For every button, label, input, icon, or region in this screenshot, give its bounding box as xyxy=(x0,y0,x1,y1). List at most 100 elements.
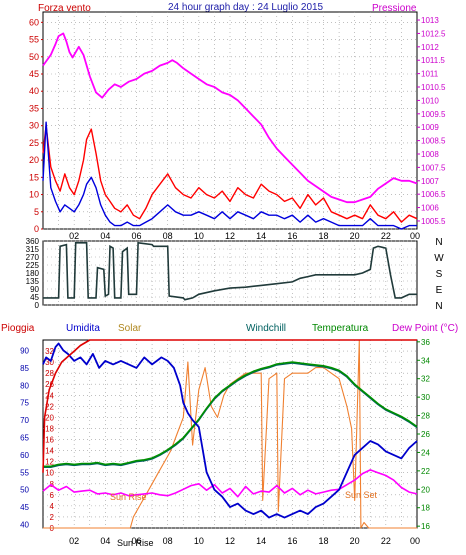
direction-tick-label: 270 xyxy=(26,253,40,262)
direction-line xyxy=(43,241,417,301)
environment-series xyxy=(42,339,418,529)
humidity-tick-label: 55 xyxy=(20,468,29,477)
wind-x-tick-label: 18 xyxy=(318,231,328,241)
wind-tick-label: 10 xyxy=(29,190,39,200)
humidity-tick-label: 70 xyxy=(20,416,29,425)
legend-rain: Pioggia xyxy=(1,323,35,334)
humidity-tick-label: 90 xyxy=(20,346,29,355)
environment-x-tick-label: 06 xyxy=(131,536,141,546)
environment-x-tick-label: 22 xyxy=(381,536,391,546)
legend-solar: Solar xyxy=(118,323,142,334)
rain-tick-label: 32 xyxy=(45,347,54,356)
legend-dewpoint: Dew Point (°C) xyxy=(392,323,458,334)
direction-tick-label: 90 xyxy=(30,285,39,294)
humidity-tick-label: 60 xyxy=(20,451,29,460)
wind-x-axis: 02 04 06 08 10 12 14 16 18 20 22 00 xyxy=(69,231,420,241)
gust-line xyxy=(42,124,418,223)
rain-tick-label: 6 xyxy=(50,491,55,500)
wind-x-tick-label: 08 xyxy=(163,231,173,241)
compass-label: N xyxy=(435,301,442,312)
wind-tick-label: 50 xyxy=(29,52,39,62)
wind-x-tick-label: 02 xyxy=(69,231,79,241)
environment-x-tick-label: 16 xyxy=(287,536,297,546)
rain-tick-label: 12 xyxy=(45,458,54,467)
pressure-axis-title: Pressione xyxy=(372,3,417,14)
humidity-y-axis: 40 45 50 55 60 65 70 75 80 85 90 xyxy=(20,346,29,529)
sunrise-marker-label: Sun Rise xyxy=(110,492,147,502)
temperature-tick-label: 28 xyxy=(421,412,430,421)
wind-y-axis: 0 5 10 15 20 25 30 35 40 45 50 55 60 xyxy=(29,17,43,234)
compass-label: E xyxy=(436,285,443,296)
pressure-tick-label: 1010 xyxy=(421,96,439,105)
pressure-tick-label: 1006 xyxy=(421,204,439,213)
legend-windchill: Windchill xyxy=(246,323,286,334)
pressure-tick-label: 1011 xyxy=(421,70,439,79)
rain-tick-label: 2 xyxy=(50,513,55,522)
solar-line xyxy=(43,339,417,529)
direction-tick-label: 225 xyxy=(26,261,40,270)
wind-x-tick-label: 22 xyxy=(381,231,391,241)
temperature-tick-label: 34 xyxy=(421,356,430,365)
temperature-tick-label: 32 xyxy=(421,375,430,384)
direction-tick-label: 135 xyxy=(26,277,40,286)
humidity-tick-label: 50 xyxy=(20,486,29,495)
wind-tick-label: 55 xyxy=(29,35,39,45)
wind-x-tick-label: 10 xyxy=(194,231,204,241)
wind-x-tick-label: 00 xyxy=(410,231,420,241)
humidity-tick-label: 75 xyxy=(20,399,29,408)
compass-label: S xyxy=(436,269,443,280)
rain-tick-label: 22 xyxy=(45,402,54,411)
rain-tick-label: 8 xyxy=(50,480,55,489)
wind-x-tick-label: 14 xyxy=(256,231,266,241)
wind-tick-label: 60 xyxy=(29,17,39,27)
pressure-tick-label: 1008 xyxy=(421,150,439,159)
direction-tick-label: 45 xyxy=(30,293,39,302)
wind-x-tick-label: 04 xyxy=(100,231,110,241)
wind-tick-label: 40 xyxy=(29,86,39,96)
rain-tick-label: 4 xyxy=(50,502,55,511)
legend-temperature: Temperatura xyxy=(312,323,369,334)
legend-humidity: Umidita xyxy=(66,323,100,334)
rain-tick-label: 20 xyxy=(45,413,54,422)
environment-x-tick-label: 08 xyxy=(163,536,173,546)
temperature-line xyxy=(43,361,418,468)
direction-tick-label: 180 xyxy=(26,269,40,278)
wind-series xyxy=(42,32,418,230)
pressure-tick-label: 1005.5 xyxy=(421,217,446,226)
environment-x-axis: 02 04 06 08 10 12 14 16 18 20 22 00 xyxy=(69,536,420,546)
pressure-tick-label: 1013 xyxy=(421,16,439,25)
wind-panel: Forza vento 24 hour graph day : 24 Lugli… xyxy=(29,2,446,241)
pressure-tick-label: 1008.5 xyxy=(421,137,446,146)
compass-label: W xyxy=(434,253,444,264)
rain-tick-label: 16 xyxy=(45,436,54,445)
environment-panel: Pioggia Umidita Solar Windchill Temperat… xyxy=(1,323,458,548)
environment-x-tick-label: 20 xyxy=(350,536,360,546)
wind-tick-label: 0 xyxy=(34,224,39,234)
pressure-tick-label: 1009.5 xyxy=(421,110,446,119)
temperature-tick-label: 24 xyxy=(421,448,430,457)
sunrise-axis-label: Sun Rise xyxy=(117,538,154,548)
temperature-y-axis: 16 18 20 22 24 26 28 30 32 34 36 xyxy=(417,338,430,531)
wind-x-tick-label: 06 xyxy=(131,231,141,241)
pressure-tick-label: 1007.5 xyxy=(421,163,446,172)
pressure-line xyxy=(42,32,418,204)
pressure-tick-label: 1006.5 xyxy=(421,190,446,199)
rain-tick-label: 24 xyxy=(45,391,54,400)
pressure-tick-label: 1009 xyxy=(421,123,439,132)
pressure-tick-label: 1011.5 xyxy=(421,56,445,65)
wind-x-tick-label: 20 xyxy=(350,231,360,241)
environment-x-tick-label: 14 xyxy=(256,536,266,546)
humidity-tick-label: 45 xyxy=(20,503,29,512)
wind-grid xyxy=(43,12,417,230)
direction-tick-label: 360 xyxy=(26,237,40,246)
wind-tick-label: 30 xyxy=(29,121,39,131)
rain-tick-label: 18 xyxy=(45,424,54,433)
direction-tick-label: 0 xyxy=(35,301,40,310)
rain-tick-label: 30 xyxy=(45,358,54,367)
wind-axis-title: Forza vento xyxy=(38,3,91,14)
pressure-y-axis: 1005.5 1006 1006.5 1007 1007.5 1008 1008.5 1009… xyxy=(417,16,446,226)
environment-x-tick-label: 00 xyxy=(410,536,420,546)
